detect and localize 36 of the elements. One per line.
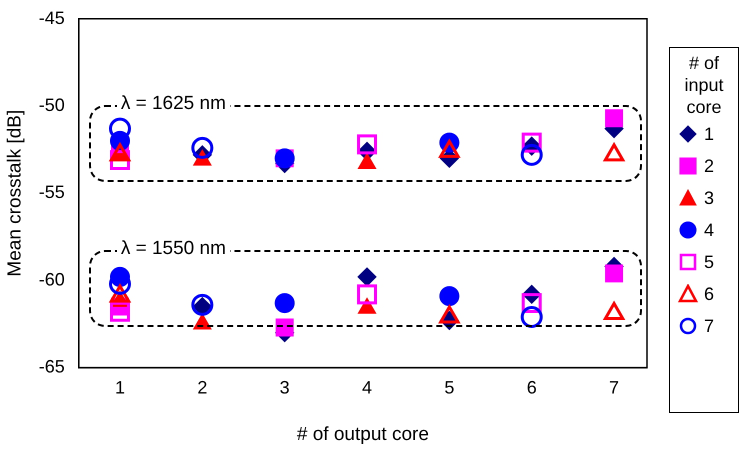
annotation: λ = 1550 nm (116, 238, 230, 260)
point (276, 318, 294, 336)
x-axis-title: # of output core (296, 424, 429, 445)
x-tick-label: 7 (609, 377, 620, 398)
x-tick-label: 3 (280, 377, 290, 398)
point (357, 284, 378, 304)
x-tick-label: 5 (444, 377, 454, 398)
point (274, 293, 295, 314)
legend-label: 6 (704, 284, 714, 304)
y-tick-label: -55 (38, 182, 65, 202)
x-tick-label: 4 (362, 377, 372, 398)
point (358, 267, 377, 286)
point (191, 294, 214, 316)
point (110, 302, 130, 322)
y-tick-label: -60 (38, 269, 65, 290)
legend-label: 1 (704, 124, 714, 144)
point (357, 134, 378, 154)
x-tick-label: 6 (526, 377, 537, 398)
legend-label: 2 (704, 156, 714, 176)
point (439, 286, 460, 306)
legend-label: 4 (704, 220, 714, 240)
y-axis-title: Mean crosstalk [dB] (4, 110, 26, 277)
y-tick-label: -65 (38, 356, 65, 377)
point (605, 109, 624, 128)
y-tick-label: -45 (38, 8, 65, 28)
y-tick-label: -50 (38, 94, 65, 115)
legend-title: # of input core (683, 52, 725, 118)
legend-label: 5 (704, 252, 714, 272)
point (520, 144, 543, 166)
x-tick-label: 1 (114, 377, 125, 398)
legend-label: 7 (704, 316, 714, 336)
annotation: λ = 1625 nm (116, 93, 230, 116)
legend-label: 3 (704, 188, 714, 208)
x-tick-label: 2 (197, 377, 208, 398)
point (605, 264, 624, 282)
point (191, 136, 214, 159)
